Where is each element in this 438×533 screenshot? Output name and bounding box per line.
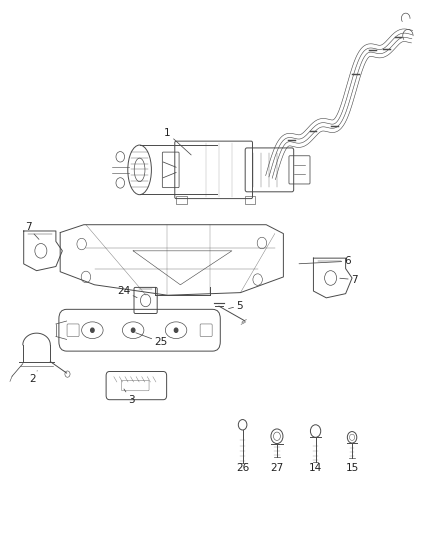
- Text: 24: 24: [117, 286, 137, 297]
- Bar: [176, 196, 187, 204]
- Text: 15: 15: [346, 463, 359, 473]
- Text: 1: 1: [164, 128, 191, 155]
- Text: 6: 6: [299, 256, 351, 266]
- Text: 5: 5: [229, 301, 243, 311]
- Circle shape: [91, 328, 94, 332]
- Text: 7: 7: [340, 274, 357, 285]
- Text: 3: 3: [124, 389, 134, 405]
- Text: 25: 25: [136, 333, 168, 347]
- Text: 27: 27: [270, 463, 283, 473]
- Text: 26: 26: [236, 463, 249, 473]
- Circle shape: [174, 328, 178, 332]
- Text: 14: 14: [309, 463, 322, 473]
- Circle shape: [131, 328, 135, 332]
- Text: 7: 7: [25, 222, 39, 239]
- Bar: [245, 196, 255, 204]
- Text: 2: 2: [29, 371, 37, 384]
